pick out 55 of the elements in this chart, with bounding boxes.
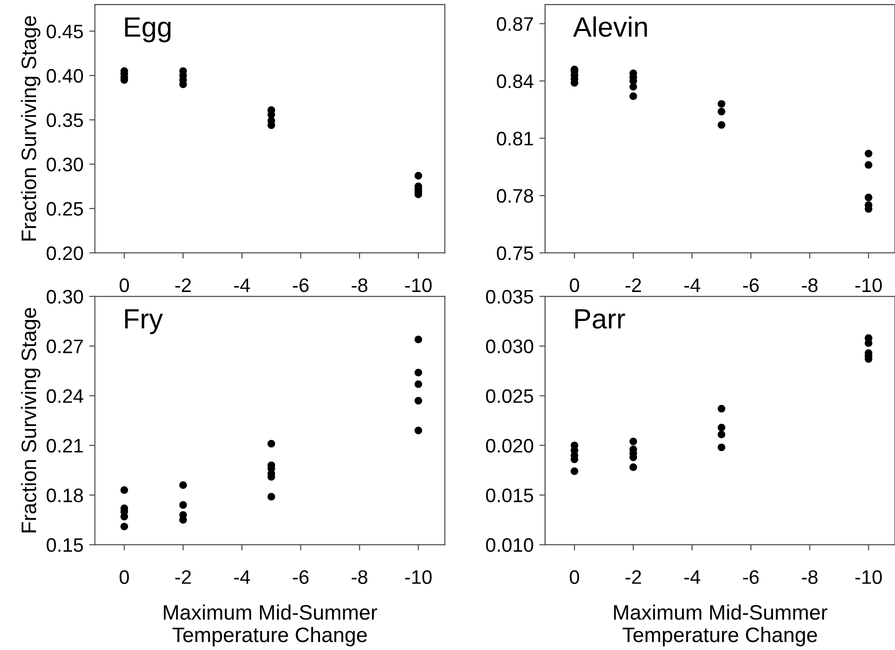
x-tick-label: -10 [855,278,882,292]
x-tick-label: 0 [570,570,580,584]
x-tick-label: -6 [743,278,759,292]
x-tick-label: -6 [292,570,309,584]
x-tick-label: -10 [405,570,432,584]
x-tick-label: -8 [802,570,818,584]
y-axis-title: Fraction Surviving Stage [20,308,40,532]
x-tick-label: 0 [120,570,129,584]
x-tick-label: -2 [625,570,641,584]
x-tick-label: 0 [570,278,580,292]
chart-title: Fry [125,309,163,334]
y-tick-label: 0.45 [46,24,83,38]
y-tick-label: 0.27 [46,340,83,354]
y-tick-label: 0.40 [46,68,83,83]
y-tick-label: 0.78 [496,189,534,203]
x-tick-label: -4 [684,278,700,292]
x-tick-label: -2 [175,570,191,584]
x-tick-label: 0 [120,278,129,292]
x-tick-label: -6 [743,570,759,584]
x-tick-label: -8 [802,278,818,292]
y-tick-label: 0.030 [486,340,534,354]
y-tick-label: 0.35 [46,113,83,128]
y-tick-label: 0.015 [486,488,534,502]
y-tick-label: 0.21 [46,438,83,453]
chart-title: Egg [125,17,170,42]
y-tick-label: 0.84 [496,74,534,88]
y-tick-label: 0.15 [46,538,83,552]
y-tick-label: 0.035 [486,290,534,304]
x-tick-label: -4 [684,570,700,584]
y-tick-label: 0.010 [486,538,534,552]
y-tick-label: 0.30 [46,290,83,304]
x-axis-title: Maximum Mid-Summer Temperature Change [614,604,828,646]
x-tick-label: -8 [352,278,368,292]
y-tick-label: 0.87 [496,17,533,31]
y-tick-label: 0.81 [496,132,533,146]
x-tick-label: -4 [234,570,250,584]
x-tick-label: -10 [855,570,882,584]
y-tick-label: 0.30 [46,158,83,172]
y-tick-label: 0.25 [46,202,83,216]
chart-title: Alevin [573,16,647,37]
x-axis-title: Maximum Mid-Summer Temperature Change [164,604,378,646]
y-tick-label: 0.20 [46,246,83,260]
x-tick-label: -4 [234,278,250,292]
y-tick-label: 0.18 [46,488,83,502]
y-axis-title: Fraction Surviving Stage [20,16,40,240]
x-tick-label: -2 [625,278,641,292]
x-tick-label: -10 [405,278,432,292]
y-tick-label: 0.24 [46,389,84,403]
x-tick-label: -8 [352,570,368,584]
y-tick-label: 0.025 [486,389,534,403]
x-tick-label: -6 [292,278,309,292]
chart-title: Parr [575,309,626,329]
x-tick-label: -2 [175,278,191,292]
y-tick-label: 0.020 [486,438,534,453]
y-tick-label: 0.75 [496,246,534,260]
